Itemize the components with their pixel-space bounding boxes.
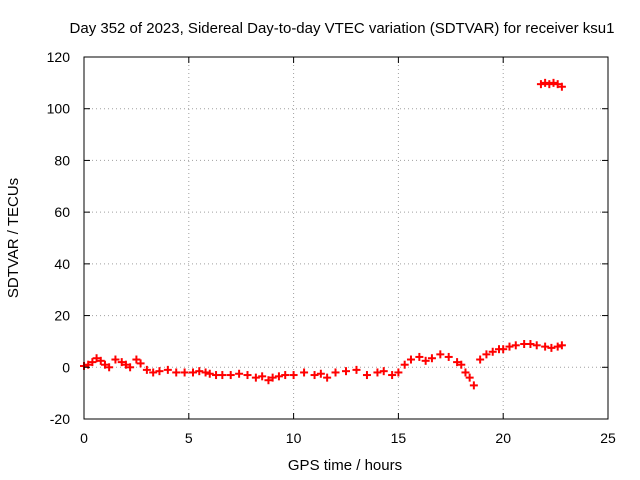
y-tick-label: 40 (54, 256, 70, 272)
y-tick-label: 100 (47, 101, 71, 117)
data-point (105, 363, 114, 372)
data-points (80, 78, 566, 390)
data-point (476, 355, 485, 364)
data-point (505, 342, 514, 351)
y-tick-label: -20 (50, 411, 70, 427)
data-point (545, 80, 554, 89)
data-point (180, 368, 189, 377)
data-point (235, 369, 244, 378)
data-point (100, 360, 109, 369)
data-point (482, 350, 491, 359)
data-point (155, 367, 164, 376)
data-point (300, 368, 309, 377)
data-point (465, 373, 474, 382)
data-point (136, 359, 145, 368)
data-point (400, 360, 409, 369)
data-point (142, 365, 151, 374)
data-point (469, 381, 478, 390)
data-point (553, 80, 562, 89)
data-point (406, 355, 415, 364)
data-point (274, 372, 283, 381)
data-point (427, 354, 436, 363)
data-point (268, 373, 277, 382)
data-point (342, 367, 350, 376)
data-point (415, 352, 424, 361)
data-point (132, 355, 141, 364)
data-point (88, 358, 97, 367)
data-point (251, 373, 260, 382)
data-point (121, 360, 130, 369)
data-point (289, 371, 298, 380)
data-point (536, 80, 545, 89)
y-tick-label: 20 (54, 308, 70, 324)
data-point (373, 368, 382, 377)
data-point (126, 363, 135, 372)
axis-ticks: 0 5 10 15 20 25 -20 0 20 40 60 80 100 120 (47, 49, 616, 446)
data-point (394, 368, 403, 377)
data-point (547, 343, 556, 352)
data-point (163, 365, 172, 374)
x-tick-label: 10 (286, 430, 302, 446)
data-point (117, 358, 126, 367)
chart-title: Day 352 of 2023, Sidereal Day-to-day VTE… (70, 20, 615, 37)
plot-frame (83, 56, 609, 420)
data-point (541, 342, 550, 351)
data-point (281, 371, 290, 380)
x-axis-label: GPS time / hours (288, 457, 402, 474)
data-point (453, 358, 462, 367)
data-point (549, 78, 558, 87)
y-tick-label: 120 (47, 49, 71, 65)
data-point (323, 373, 332, 382)
data-point (258, 372, 267, 381)
data-point (511, 341, 520, 350)
data-point (331, 368, 340, 377)
data-point (92, 354, 101, 363)
data-point (379, 367, 388, 376)
data-point (499, 345, 508, 354)
data-point (310, 371, 319, 380)
data-point (188, 368, 197, 377)
data-point (172, 368, 181, 377)
data-point (526, 340, 535, 349)
data-point (226, 371, 235, 380)
data-point (557, 341, 566, 350)
data-point (388, 371, 397, 380)
data-point (264, 376, 273, 385)
x-tick-label: 5 (185, 430, 193, 446)
data-point (352, 365, 361, 374)
data-point (436, 350, 445, 359)
y-tick-label: 60 (54, 204, 70, 220)
x-tick-label: 0 (80, 430, 88, 446)
data-point (457, 360, 466, 369)
data-point (541, 78, 550, 87)
data-point (149, 368, 158, 377)
x-tick-label: 15 (391, 430, 407, 446)
y-tick-label: 80 (54, 152, 70, 168)
data-point (444, 352, 453, 361)
y-tick-label: 0 (62, 359, 70, 375)
data-point (96, 356, 105, 365)
data-point (421, 356, 430, 365)
data-point (362, 371, 371, 380)
data-point (553, 342, 562, 351)
data-point (111, 355, 120, 364)
x-tick-label: 25 (600, 430, 616, 446)
data-point (316, 369, 325, 378)
x-tick-label: 20 (495, 430, 511, 446)
data-point (461, 368, 470, 377)
y-axis-label: SDTVAR / TECUs (5, 178, 22, 298)
data-point (201, 368, 210, 377)
data-point (218, 371, 227, 380)
data-point (557, 82, 566, 91)
data-point (488, 347, 497, 356)
data-point (195, 367, 204, 376)
data-point (243, 371, 252, 380)
data-point (205, 369, 214, 378)
grid-lines (84, 57, 608, 419)
data-point (532, 341, 541, 350)
